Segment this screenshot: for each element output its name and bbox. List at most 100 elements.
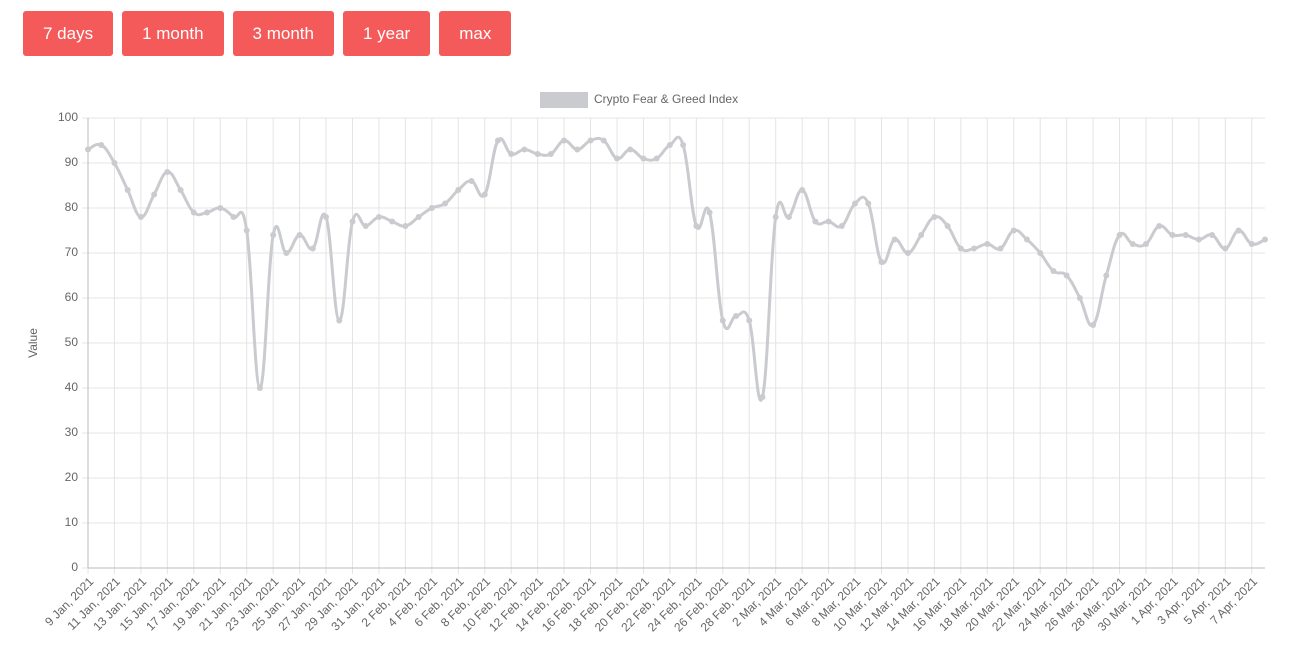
- data-point: [984, 241, 991, 247]
- data-point: [85, 146, 91, 153]
- data-point: [838, 223, 845, 229]
- data-point: [997, 245, 1004, 252]
- y-tick-label: 10: [65, 515, 79, 529]
- data-point: [508, 151, 515, 157]
- data-point: [98, 142, 105, 148]
- data-point: [746, 317, 753, 324]
- data-point: [415, 214, 422, 220]
- y-tick-label: 100: [58, 110, 78, 124]
- data-point: [825, 218, 832, 225]
- data-point: [323, 214, 330, 220]
- data-point: [521, 146, 528, 153]
- y-tick-label: 60: [65, 290, 79, 304]
- data-point: [1222, 245, 1229, 252]
- data-point: [177, 187, 184, 193]
- data-point: [799, 187, 806, 193]
- data-point: [151, 191, 158, 198]
- data-point: [124, 187, 131, 193]
- range-button[interactable]: 7 days: [23, 11, 114, 56]
- y-tick-label: 70: [65, 245, 79, 259]
- data-point: [1050, 268, 1057, 274]
- data-point: [772, 214, 779, 220]
- y-tick-label: 40: [65, 380, 79, 394]
- data-point: [243, 227, 250, 234]
- data-point: [362, 223, 369, 229]
- data-point: [137, 214, 144, 220]
- data-point: [217, 205, 224, 211]
- range-button[interactable]: 1 year: [342, 11, 431, 56]
- data-point: [1103, 272, 1110, 279]
- data-point: [680, 142, 687, 148]
- data-point: [640, 155, 647, 162]
- data-point: [600, 137, 607, 144]
- data-point: [375, 214, 382, 220]
- range-buttons: 7 days 1 month 3 month 1 year max: [23, 11, 512, 56]
- data-point: [666, 142, 673, 148]
- data-point: [230, 214, 237, 220]
- data-point: [1116, 232, 1123, 238]
- data-point: [891, 236, 898, 243]
- data-point: [428, 205, 435, 211]
- data-point: [944, 223, 951, 229]
- y-axis-label: Value: [26, 328, 40, 358]
- data-point: [1063, 272, 1070, 279]
- data-point: [494, 137, 501, 144]
- data-point: [349, 218, 356, 225]
- y-tick-label: 90: [65, 155, 79, 169]
- data-point: [759, 394, 766, 400]
- data-point: [455, 187, 462, 193]
- data-point: [1156, 223, 1163, 229]
- data-point: [931, 214, 938, 220]
- data-point: [1037, 250, 1044, 256]
- data-point: [164, 169, 171, 175]
- data-point: [442, 200, 449, 207]
- range-button[interactable]: 1 month: [122, 11, 224, 56]
- data-point: [389, 218, 396, 225]
- data-point: [587, 137, 594, 144]
- data-point: [1235, 227, 1242, 234]
- data-point: [296, 232, 303, 238]
- data-point: [256, 385, 263, 391]
- y-tick-label: 20: [65, 470, 79, 484]
- data-point: [309, 245, 316, 252]
- data-point: [865, 200, 872, 207]
- data-point: [1090, 322, 1097, 328]
- series-line: [87, 135, 1266, 402]
- data-point: [481, 191, 488, 198]
- data-point: [1023, 236, 1030, 243]
- data-point: [547, 151, 554, 157]
- data-point: [190, 209, 197, 216]
- y-tick-label: 80: [65, 200, 79, 214]
- data-point: [613, 155, 620, 162]
- data-point: [653, 155, 660, 162]
- data-point: [785, 214, 792, 220]
- range-button[interactable]: max: [439, 11, 512, 56]
- data-point: [468, 178, 475, 184]
- data-point: [904, 250, 911, 256]
- data-point: [574, 146, 581, 153]
- data-point: [1129, 241, 1136, 247]
- legend-label: Crypto Fear & Greed Index: [594, 92, 738, 106]
- data-point: [852, 200, 859, 207]
- data-point: [1209, 232, 1216, 238]
- data-point: [1182, 232, 1189, 238]
- legend-swatch: [540, 92, 588, 108]
- y-tick-label: 50: [65, 335, 79, 349]
- data-point: [693, 223, 700, 229]
- data-point: [561, 137, 568, 144]
- data-point: [733, 313, 740, 319]
- data-point: [1010, 227, 1017, 234]
- data-point: [111, 160, 118, 166]
- data-point: [706, 209, 713, 216]
- data-point: [336, 317, 343, 324]
- data-point: [402, 223, 409, 229]
- range-button[interactable]: 3 month: [232, 11, 334, 56]
- data-point: [918, 232, 925, 238]
- data-point: [1262, 236, 1268, 243]
- data-point: [534, 151, 541, 157]
- data-point: [1248, 241, 1255, 247]
- data-point: [1169, 232, 1176, 238]
- data-point: [627, 146, 634, 153]
